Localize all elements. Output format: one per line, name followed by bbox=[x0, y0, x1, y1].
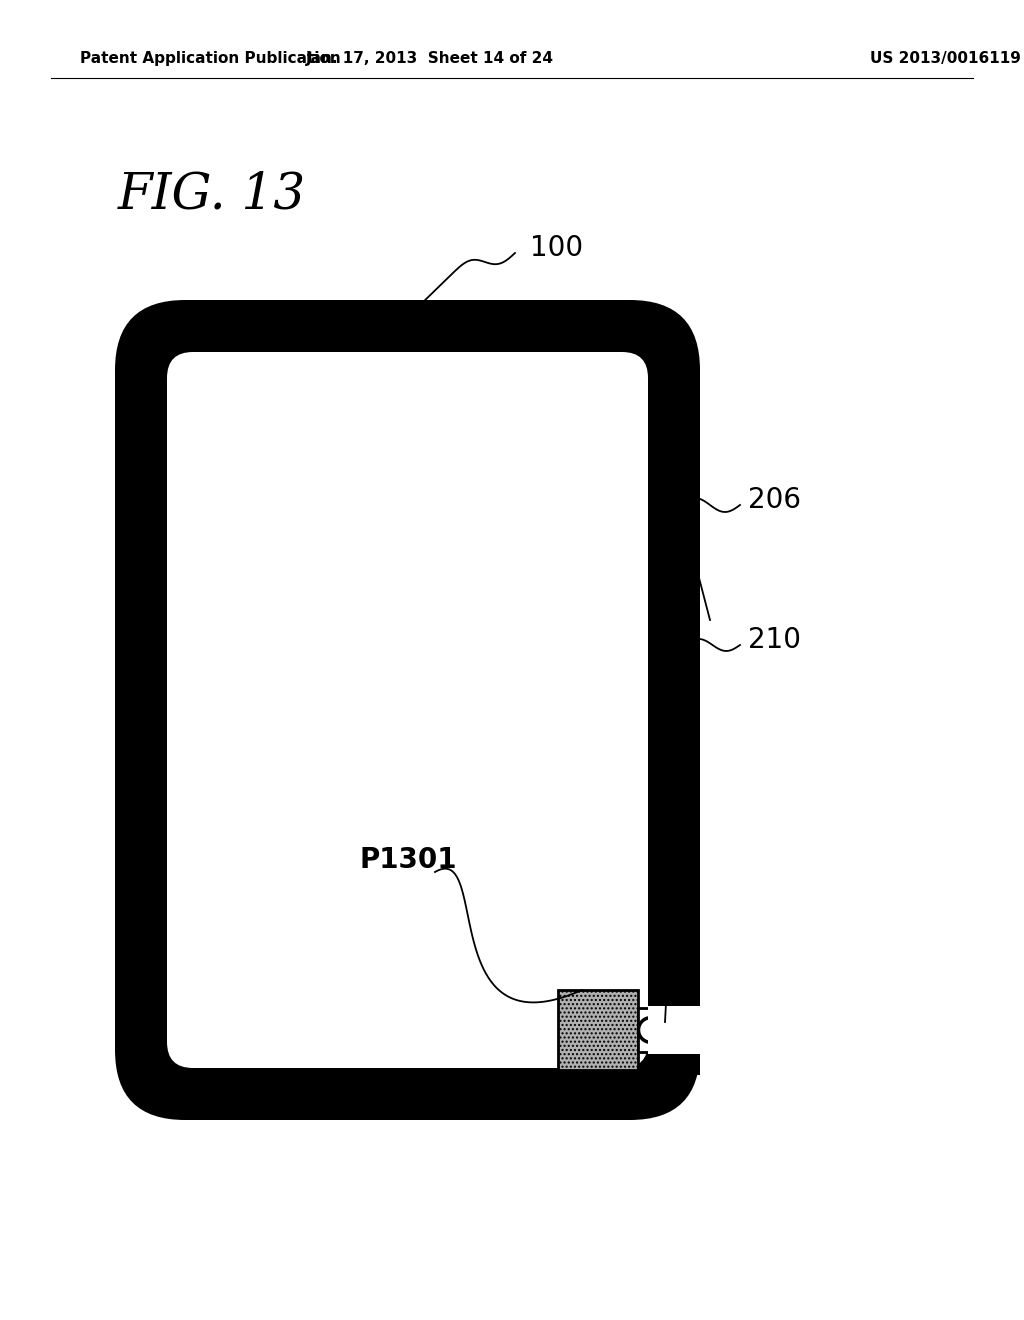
Bar bbox=[558, 990, 638, 1071]
Text: FIG. 13: FIG. 13 bbox=[118, 170, 306, 219]
Text: 100: 100 bbox=[530, 234, 583, 261]
Bar bbox=[648, 1006, 702, 1053]
Text: Patent Application Publication: Patent Application Publication bbox=[80, 50, 341, 66]
FancyBboxPatch shape bbox=[167, 352, 648, 1068]
Text: 210: 210 bbox=[748, 626, 801, 653]
Text: Jan. 17, 2013  Sheet 14 of 24: Jan. 17, 2013 Sheet 14 of 24 bbox=[306, 50, 554, 66]
Bar bbox=[648, 985, 700, 1074]
Bar bbox=[638, 1008, 670, 1052]
Text: P1301: P1301 bbox=[360, 846, 458, 874]
Text: 206: 206 bbox=[748, 486, 801, 513]
FancyBboxPatch shape bbox=[115, 300, 700, 1119]
Text: US 2013/0016119 A1: US 2013/0016119 A1 bbox=[870, 50, 1024, 66]
